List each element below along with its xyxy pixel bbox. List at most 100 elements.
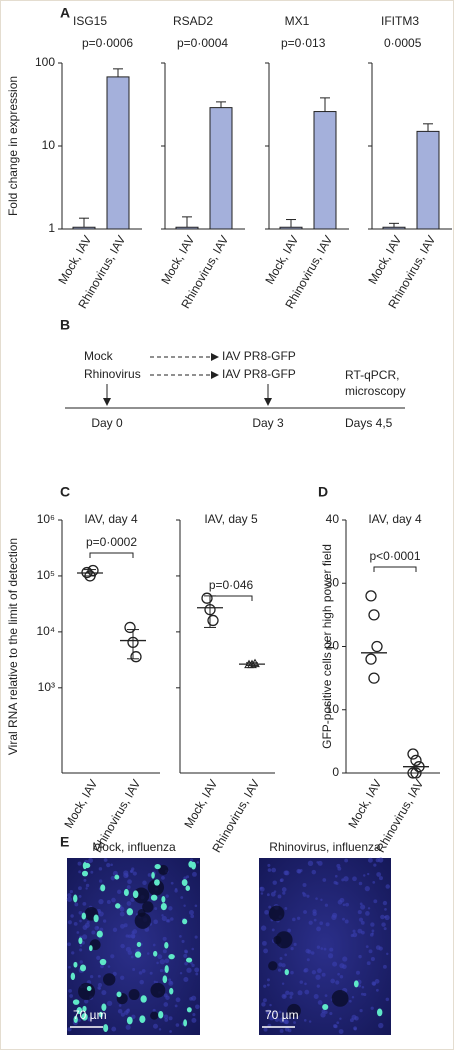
infected-cell xyxy=(186,957,193,963)
nucleus xyxy=(366,872,370,876)
p-value: p=0·013 xyxy=(281,36,326,50)
p-value: p=0·0004 xyxy=(177,36,228,50)
nucleus xyxy=(179,935,182,938)
nucleus xyxy=(303,910,307,914)
bar xyxy=(382,226,406,230)
infected-cell xyxy=(353,980,359,988)
infected-cell xyxy=(93,914,99,923)
nucleus xyxy=(260,925,267,931)
nucleus xyxy=(71,951,75,955)
nucleus xyxy=(344,919,349,924)
infected-cell xyxy=(126,1016,133,1025)
y-tick-label: 100 xyxy=(35,55,55,69)
nucleus xyxy=(320,947,324,950)
nucleus xyxy=(263,948,269,954)
nucleus xyxy=(338,1029,344,1034)
nucleus xyxy=(271,928,275,932)
nucleus xyxy=(292,917,296,922)
point xyxy=(410,767,422,779)
infected-cell xyxy=(116,991,122,998)
nucleus xyxy=(365,945,369,949)
nucleus xyxy=(259,886,263,890)
x-tick-label: Mock, IAV xyxy=(365,233,404,287)
nucleus xyxy=(265,1009,272,1015)
nucleus xyxy=(317,860,323,866)
nucleus xyxy=(85,883,90,888)
nucleus xyxy=(179,972,183,975)
nucleus xyxy=(316,926,321,932)
infected-cell xyxy=(96,930,103,938)
p-value: p=0·0006 xyxy=(82,36,133,50)
nucleus xyxy=(278,962,283,967)
x-tick-label: Mock, IAV xyxy=(181,777,220,831)
nucleus xyxy=(304,989,310,995)
nucleus xyxy=(264,909,269,915)
x-tick-label: Mock, IAV xyxy=(55,233,94,287)
bar xyxy=(313,111,337,230)
infection-label: IAV PR8-GFP xyxy=(222,367,296,381)
nucleus xyxy=(352,876,357,882)
nucleus xyxy=(335,980,340,985)
nucleus xyxy=(82,901,87,906)
nucleus xyxy=(319,921,324,926)
nucleus xyxy=(296,916,301,920)
nucleus xyxy=(119,911,125,917)
nucleus xyxy=(332,961,338,967)
nucleus xyxy=(378,1022,384,1029)
dark-area xyxy=(150,1011,159,1020)
nucleus xyxy=(296,868,301,874)
nucleus xyxy=(266,893,270,897)
nucleus xyxy=(127,950,133,955)
nucleus xyxy=(169,1030,172,1033)
nucleus xyxy=(127,1008,130,1012)
infected-cell xyxy=(76,1007,83,1015)
nucleus xyxy=(290,947,294,951)
nucleus xyxy=(284,1027,290,1032)
nucleus xyxy=(278,1010,282,1014)
nucleus xyxy=(168,980,174,986)
nucleus xyxy=(68,965,71,969)
nucleus xyxy=(367,907,371,910)
nucleus xyxy=(376,872,382,877)
infected-cell xyxy=(72,999,80,1005)
panel-label: D xyxy=(318,484,328,500)
nucleus xyxy=(168,906,173,911)
nucleus xyxy=(191,947,195,951)
nucleus xyxy=(195,972,199,976)
x-tick-label: Mock, IAV xyxy=(158,233,197,287)
nucleus xyxy=(358,917,364,922)
bar xyxy=(279,226,303,230)
infected-cell xyxy=(161,896,166,903)
infected-cell xyxy=(160,902,167,911)
point xyxy=(368,609,380,621)
y-tick-label: 10⁶ xyxy=(37,512,55,526)
nucleus xyxy=(141,969,146,973)
nucleus xyxy=(263,984,267,988)
nucleus xyxy=(281,963,286,968)
nucleus xyxy=(132,929,138,934)
nucleus xyxy=(372,982,377,986)
nucleus xyxy=(358,881,363,886)
nucleus xyxy=(339,963,345,969)
nucleus xyxy=(348,999,352,1003)
p-value: p=0·046 xyxy=(209,578,254,592)
nucleus xyxy=(139,979,144,985)
readout-label: microscopy xyxy=(345,384,406,398)
nucleus xyxy=(329,1011,333,1016)
y-tick-label: 10 xyxy=(42,138,56,152)
nucleus xyxy=(96,955,101,960)
nucleus xyxy=(317,968,322,974)
nucleus xyxy=(102,919,107,923)
nucleus xyxy=(164,1018,169,1022)
infected-cell xyxy=(73,1015,78,1024)
nucleus xyxy=(81,934,88,940)
infected-cell xyxy=(376,1008,383,1017)
nucleus xyxy=(184,950,188,954)
nucleus xyxy=(359,1009,363,1013)
nucleus xyxy=(263,1027,268,1032)
group-label: Mock xyxy=(84,349,114,363)
nucleus xyxy=(279,1017,285,1023)
y-tick-label: 10³ xyxy=(38,680,55,694)
dark-area xyxy=(331,989,349,1007)
nucleus xyxy=(311,869,317,875)
